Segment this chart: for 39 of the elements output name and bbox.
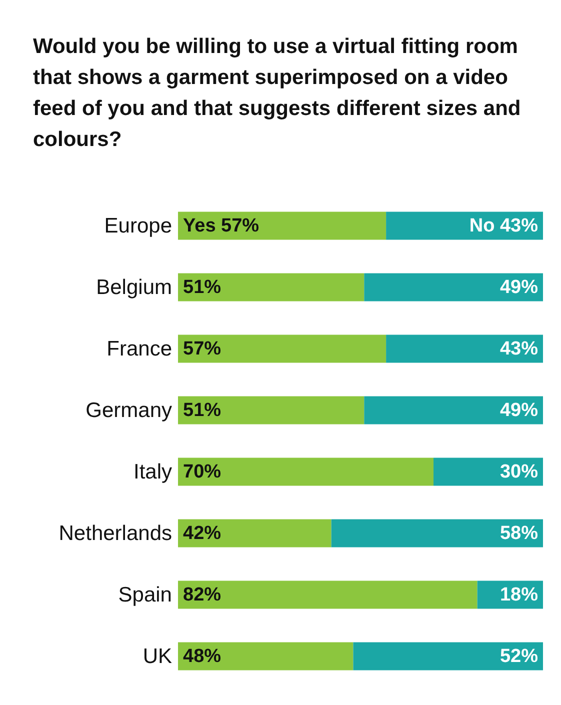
bar: [364, 396, 543, 424]
data-label: 18%: [500, 584, 538, 606]
bar: [178, 334, 386, 363]
y-tick-label: Germany: [86, 398, 172, 422]
data-label: 49%: [500, 276, 538, 298]
bar: [364, 273, 543, 302]
bar: [386, 334, 543, 363]
y-tick-label: Netherlands: [58, 522, 172, 545]
y-tick-label: Italy: [133, 460, 172, 484]
bar: [178, 580, 478, 609]
data-label: No 43%: [469, 215, 538, 236]
y-tick-label: Belgium: [96, 276, 172, 299]
bar: [331, 519, 543, 548]
data-label: 43%: [500, 338, 538, 360]
bar: [178, 212, 386, 240]
data-label: 58%: [500, 522, 538, 544]
data-label: 48%: [183, 646, 222, 667]
data-label: 42%: [183, 522, 222, 544]
data-label: 82%: [183, 584, 222, 606]
bar: [353, 642, 543, 670]
bar: [178, 642, 354, 670]
data-label: 70%: [183, 461, 222, 482]
data-label: 51%: [183, 276, 222, 298]
chart-title: Would you be willing to use a virtual fitting room that shows a garment superimposed on a video feed of you and that suggests different sizes and colours?: [33, 35, 527, 151]
data-label: 51%: [183, 400, 222, 421]
bar: [434, 458, 543, 486]
bar: [178, 519, 332, 548]
data-label: Yes 57%: [183, 215, 260, 236]
data-label: 57%: [183, 338, 222, 360]
y-tick-label: UK: [142, 644, 172, 668]
data-label: 30%: [500, 461, 538, 482]
data-label: 52%: [500, 646, 538, 667]
y-tick-label: Spain: [118, 583, 172, 606]
data-label: 49%: [500, 400, 538, 421]
y-tick-label: France: [106, 337, 172, 360]
bar: [178, 396, 364, 424]
y-tick-label: Europe: [104, 214, 172, 238]
bar: [178, 458, 434, 486]
bar: [178, 273, 364, 302]
